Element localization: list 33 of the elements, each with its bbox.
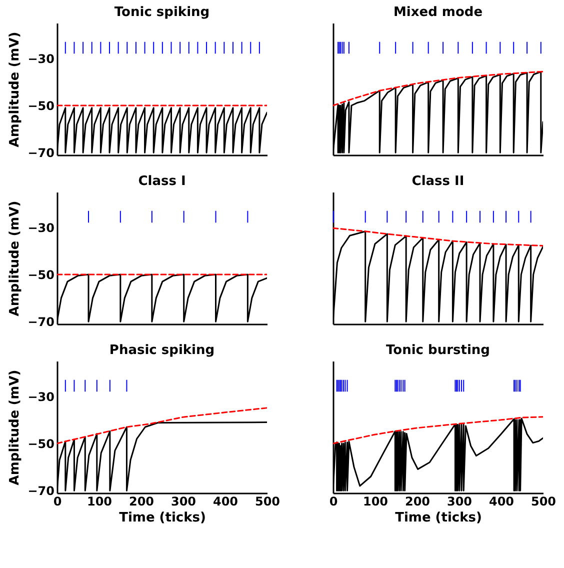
x-tick-label: 0	[329, 494, 338, 508]
chart-title: Mixed mode	[393, 5, 483, 20]
x-tick-label: 300	[446, 494, 472, 508]
chart-title: Phasic spiking	[109, 343, 215, 358]
x-axis-title: Time (ticks)	[119, 510, 206, 526]
line-series	[57, 407, 267, 444]
x-tick-label: 200	[404, 494, 430, 508]
y-tick-label: −70	[28, 484, 54, 498]
chart-title: Tonic spiking	[114, 5, 210, 20]
x-tick-label: 500	[254, 494, 280, 508]
x-tick-label: 0	[53, 494, 62, 508]
x-tick-label: 100	[86, 494, 112, 508]
x-tick-label: 400	[212, 494, 238, 508]
x-tick-label: 500	[530, 494, 556, 508]
y-tick-label: −30	[28, 52, 54, 66]
y-tick-label: −70	[28, 146, 54, 160]
x-tick-label: 400	[488, 494, 514, 508]
y-tick-label: −30	[28, 220, 54, 235]
y-tick-label: −50	[28, 268, 54, 282]
x-tick-label: 200	[128, 494, 154, 508]
x-tick-label: 300	[170, 494, 196, 508]
y-axis-title: Amplitude (mV)	[8, 200, 23, 316]
y-tick-label: −30	[28, 390, 54, 404]
y-tick-label: −50	[28, 437, 54, 451]
chart-title: Class I	[138, 174, 186, 189]
chart-title: Class II	[412, 174, 464, 189]
chart-title: Tonic bursting	[386, 343, 490, 358]
y-tick-label: −50	[28, 99, 54, 113]
y-axis-title: Amplitude (mV)	[8, 32, 23, 148]
y-tick-label: −70	[28, 315, 54, 330]
y-axis-title: Amplitude (mV)	[8, 370, 23, 486]
x-tick-label: 100	[362, 494, 388, 508]
x-axis-title: Time (ticks)	[395, 510, 482, 526]
